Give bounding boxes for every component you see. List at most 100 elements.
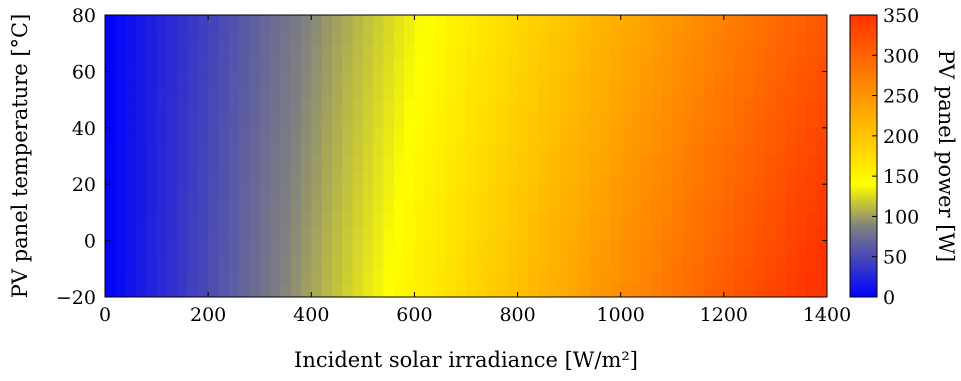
heatmap-cell [218,156,230,171]
heatmap-cell [496,71,508,87]
heatmap-cell [445,29,457,44]
heatmap-cells [105,15,827,297]
heatmap-cell [579,15,591,30]
heatmap-cell [569,15,581,30]
heatmap-cell [517,240,529,256]
heatmap-cell [135,57,147,72]
heatmap-cell [775,156,787,171]
heatmap-cell [806,240,818,256]
heatmap-cell [775,99,787,115]
heatmap-cell [290,71,302,87]
colorbar-tick-label: 300 [883,45,919,67]
heatmap-cell [507,15,519,30]
heatmap-cell [146,170,158,185]
heatmap-cell [435,85,446,101]
heatmap-cell [331,71,343,87]
heatmap-cell [713,127,725,143]
heatmap-cell [146,254,158,270]
heatmap-cell [507,254,519,270]
heatmap-cell [631,43,642,58]
heatmap-cell [579,212,591,228]
heatmap-cell [146,57,158,72]
heatmap-cell [270,240,281,256]
heatmap-cell [383,240,395,256]
heatmap-cell [311,127,323,143]
heatmap-cell [476,170,488,185]
heatmap-cell [321,43,333,58]
heatmap-cell [321,212,333,228]
heatmap-cell [569,127,581,143]
heatmap-cell [661,282,673,297]
heatmap-cell [527,184,539,199]
heatmap-cell [816,113,827,129]
heatmap-cell [435,198,446,213]
heatmap-cell [125,141,137,157]
heatmap-cell [589,254,601,270]
heatmap-cell [249,71,261,87]
heatmap-cell [280,198,292,213]
heatmap-cell [259,71,271,87]
heatmap-cell [177,226,189,242]
heatmap-cell [239,282,250,297]
heatmap-cell [661,29,673,44]
heatmap-cell [300,184,312,199]
heatmap-cell [538,29,550,44]
heatmap-cell [692,85,704,101]
heatmap-cell [631,282,642,297]
heatmap-cell [259,127,271,143]
heatmap-cell [713,99,725,115]
heatmap-cell [744,141,756,157]
heatmap-cell [125,226,137,242]
heatmap-cell [208,198,220,213]
heatmap-cell [197,226,209,242]
colorbar-tick-label: 150 [883,166,919,188]
heatmap-cell [239,141,250,157]
heatmap-cell [373,57,385,72]
heatmap-cell [300,71,312,87]
heatmap-cell [631,57,642,72]
heatmap-cell [796,184,807,199]
heatmap-cell [651,198,663,213]
heatmap-cell [527,15,539,30]
heatmap-cell [517,268,529,284]
heatmap-cell [300,43,312,58]
heatmap-cell [796,43,807,58]
heatmap-cell [445,198,457,213]
heatmap-cell [631,212,642,228]
heatmap-cell [187,141,199,157]
heatmap-cell [280,43,292,58]
heatmap-cell [723,141,735,157]
heatmap-cell [270,29,281,44]
heatmap-cell [373,282,385,297]
heatmap-cell [558,15,570,30]
heatmap-cell [641,99,653,115]
heatmap-cell [476,282,488,297]
heatmap-cell [435,141,446,157]
heatmap-cell [589,57,601,72]
heatmap-cell [146,141,158,157]
heatmap-cell [548,156,560,171]
heatmap-cell [816,127,827,143]
heatmap-cell [218,71,230,87]
heatmap-cell [445,43,457,58]
heatmap-cell [404,71,416,87]
heatmap-cell [496,57,508,72]
heatmap-cell [311,254,323,270]
heatmap-cell [527,282,539,297]
heatmap-cell [538,226,550,242]
y-tick-label: 20 [72,174,96,196]
heatmap-cell [486,212,498,228]
heatmap-cell [579,254,591,270]
heatmap-cell [703,99,715,115]
heatmap-cell [517,156,529,171]
heatmap-cell [507,127,519,143]
heatmap-cell [466,113,477,129]
heatmap-cell [816,57,827,72]
heatmap-cell [445,212,457,228]
heatmap-cell [362,141,374,157]
heatmap-cell [641,226,653,242]
heatmap-cell [342,85,354,101]
heatmap-cell [352,43,364,58]
heatmap-cell [156,57,168,72]
heatmap-cell [115,127,127,143]
